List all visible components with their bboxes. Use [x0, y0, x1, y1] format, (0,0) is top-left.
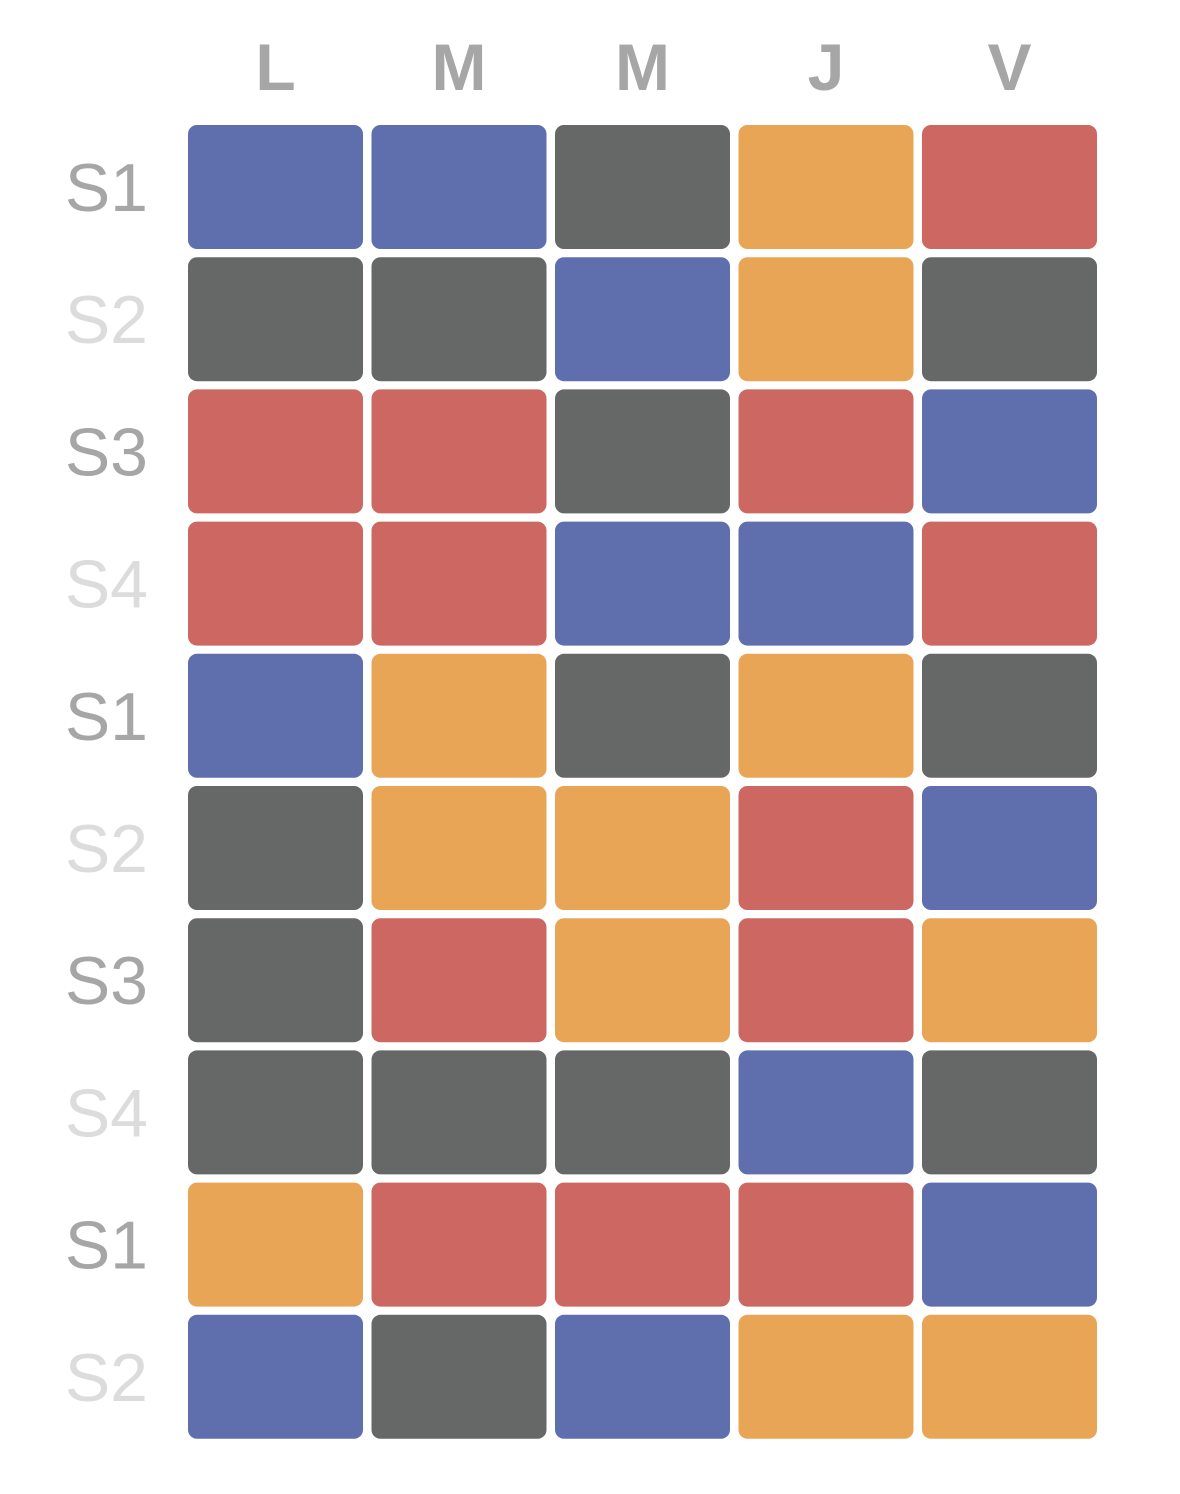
row-label: S4 — [65, 547, 148, 623]
heatmap-cell-blue — [371, 125, 547, 249]
heatmap-cell-blue — [922, 389, 1097, 514]
heatmap-cell-gray — [555, 125, 730, 249]
column-label: L — [255, 30, 295, 104]
heatmap-cell-orange — [738, 125, 914, 249]
heatmap-cell-red — [738, 389, 914, 514]
column-label: M — [615, 30, 670, 104]
row-label: S2 — [65, 1340, 148, 1416]
row-label: S2 — [65, 282, 148, 358]
heatmap-cells — [188, 125, 1097, 1439]
heatmap-cell-orange — [922, 1314, 1097, 1439]
column-label: M — [432, 30, 487, 104]
row-label: S1 — [65, 150, 148, 226]
heatmap-cell-red — [371, 1182, 547, 1307]
heatmap-cell-gray — [555, 389, 730, 514]
heatmap-cell-orange — [738, 257, 914, 382]
heatmap-cell-red — [371, 918, 547, 1043]
heatmap-cell-gray — [555, 1050, 730, 1175]
row-label: S1 — [65, 679, 148, 755]
heatmap-cell-orange — [555, 786, 730, 910]
heatmap-cell-blue — [555, 521, 730, 646]
row-labels: S1 S2 S3 S4 S1 S2 S3 S4 S1 S2 — [65, 150, 148, 1416]
heatmap-cell-blue — [188, 1314, 363, 1439]
heatmap-cell-gray — [188, 918, 363, 1043]
heatmap-cell-orange — [371, 786, 547, 910]
heatmap-cell-red — [555, 1182, 730, 1307]
heatmap-cell-red — [738, 1182, 914, 1307]
heatmap-cell-gray — [922, 257, 1097, 382]
heatmap-cell-blue — [555, 1314, 730, 1439]
heatmap-cell-red — [922, 125, 1097, 249]
row-label: S1 — [65, 1208, 148, 1284]
heatmap-cell-blue — [738, 521, 914, 646]
heatmap-cell-gray — [371, 1050, 547, 1175]
heatmap-cell-orange — [555, 918, 730, 1043]
row-label: S3 — [65, 943, 148, 1019]
heatmap-cell-blue — [922, 786, 1097, 910]
heatmap-cell-orange — [738, 653, 914, 778]
heatmap-cell-gray — [555, 653, 730, 778]
heatmap-cell-orange — [188, 1182, 363, 1307]
heatmap-cell-gray — [922, 653, 1097, 778]
heatmap-cell-red — [371, 389, 547, 514]
column-label: V — [987, 30, 1031, 104]
row-label: S3 — [65, 414, 148, 490]
heatmap-cell-gray — [188, 257, 363, 382]
heatmap-cell-red — [371, 521, 547, 646]
heatmap-cell-red — [188, 389, 363, 514]
heatmap-cell-orange — [738, 1314, 914, 1439]
heatmap-cell-red — [738, 918, 914, 1043]
column-label: J — [808, 30, 845, 104]
heatmap-cell-gray — [188, 1050, 363, 1175]
heatmap-cell-gray — [922, 1050, 1097, 1175]
heatmap-cell-gray — [371, 1314, 547, 1439]
heatmap-cell-red — [738, 786, 914, 910]
heatmap-cell-gray — [188, 786, 363, 910]
heatmap-cell-red — [922, 521, 1097, 646]
heatmap-cell-blue — [188, 125, 363, 249]
heatmap-cell-blue — [738, 1050, 914, 1175]
row-label: S2 — [65, 811, 148, 887]
heatmap-cell-orange — [371, 653, 547, 778]
heatmap-cell-gray — [371, 257, 547, 382]
row-label: S4 — [65, 1075, 148, 1151]
heatmap-cell-orange — [922, 918, 1097, 1043]
heatmap-cell-blue — [555, 257, 730, 382]
heatmap-cell-blue — [922, 1182, 1097, 1307]
heatmap-cell-red — [188, 521, 363, 646]
heatmap-cell-blue — [188, 653, 363, 778]
